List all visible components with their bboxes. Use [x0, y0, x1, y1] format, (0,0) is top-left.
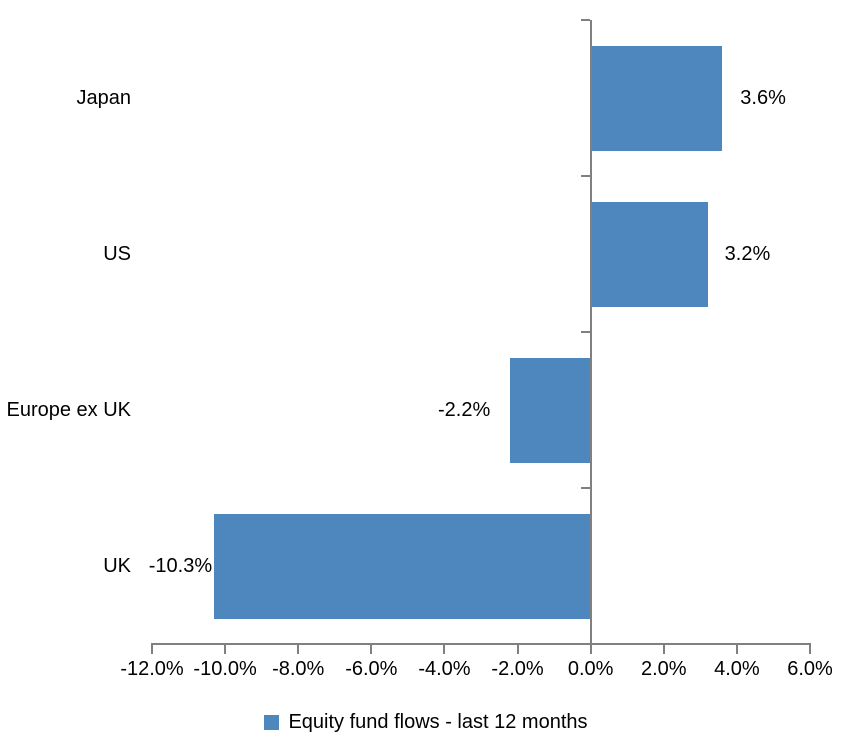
category-label: UK — [103, 555, 131, 577]
x-tick-label: -4.0% — [418, 658, 471, 680]
bar — [590, 201, 708, 307]
legend-label: Equity fund flows - last 12 months — [288, 710, 588, 733]
x-tick-label: -10.0% — [193, 658, 257, 680]
bar — [590, 45, 723, 151]
bar-value-label: 3.6% — [740, 86, 786, 109]
bar — [510, 357, 591, 463]
x-tick — [589, 643, 592, 654]
x-tick — [370, 643, 373, 654]
bar — [214, 513, 591, 619]
category-label: Japan — [76, 87, 132, 109]
category-label: US — [103, 243, 131, 265]
x-tick — [224, 643, 227, 654]
category-boundary-tick — [580, 331, 590, 333]
x-tick — [151, 643, 153, 654]
legend-swatch-icon — [264, 714, 280, 730]
category-boundary-tick — [580, 19, 590, 21]
x-tick — [662, 643, 665, 654]
category-label: Europe ex UK — [6, 399, 131, 421]
x-tick-label: 2.0% — [640, 658, 687, 680]
x-tick — [516, 643, 519, 654]
legend: Equity fund flows - last 12 months — [0, 707, 852, 737]
x-tick-label: 4.0% — [714, 658, 760, 680]
x-tick-label: -12.0% — [120, 658, 184, 680]
x-tick — [809, 643, 811, 654]
x-tick-label: 0.0% — [567, 658, 614, 680]
x-tick — [735, 643, 738, 654]
bar-value-label: -2.2% — [437, 398, 491, 421]
x-tick-label: -8.0% — [272, 658, 325, 680]
x-tick-label: -2.0% — [491, 658, 544, 680]
category-boundary-tick — [580, 175, 590, 177]
x-tick-label: 6.0% — [787, 658, 833, 680]
bar-value-label: 3.2% — [724, 242, 771, 265]
x-tick — [297, 643, 300, 654]
x-tick-label: -6.0% — [345, 658, 398, 680]
zero-axis-line — [589, 20, 592, 645]
x-tick — [443, 643, 446, 654]
bar-value-label: -10.3% — [148, 554, 213, 577]
category-boundary-tick — [580, 487, 590, 489]
x-axis-line — [152, 643, 810, 645]
